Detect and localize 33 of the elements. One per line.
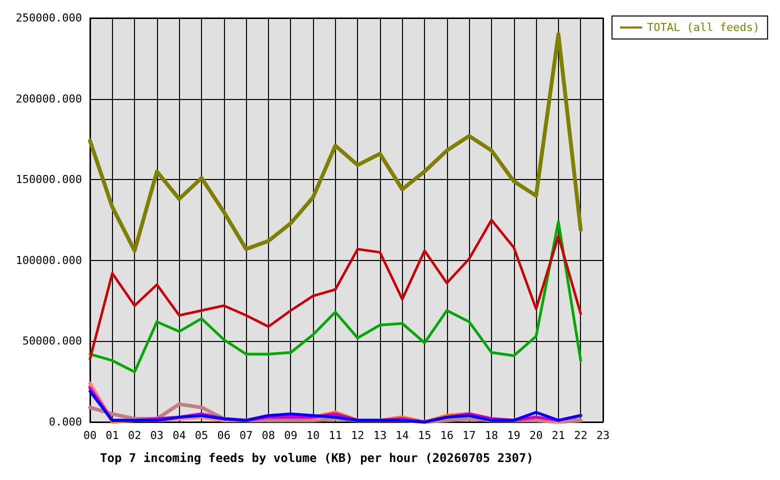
- x-tick-label: 14: [396, 429, 410, 442]
- x-tick-label: 16: [440, 429, 454, 442]
- x-tick-label: 17: [462, 429, 476, 442]
- y-tick-label: 250000.000: [16, 12, 82, 24]
- x-tick-label: 13: [373, 429, 387, 442]
- x-tick-label: 03: [150, 429, 164, 442]
- x-tick-label: 18: [484, 429, 498, 442]
- x-tick-label: 05: [194, 429, 208, 442]
- x-tick-label: 09: [284, 429, 298, 442]
- x-tick-label: 12: [351, 429, 364, 442]
- y-tick-label: 150000.000: [16, 173, 82, 186]
- x-tick-label: 01: [106, 429, 119, 442]
- x-tick-label: 08: [262, 429, 276, 442]
- y-tick-label: 100000.000: [16, 254, 82, 267]
- y-tick-label: 200000.000: [16, 92, 82, 106]
- x-tick-label: 00: [83, 429, 97, 442]
- x-tick-label: 06: [217, 429, 230, 442]
- x-axis-title: Top 7 incoming feeds by volume (KB) per hour (20260705 2307): [100, 451, 534, 465]
- y-tick-label: 50000.000: [22, 334, 82, 348]
- x-tick-label: 21: [552, 429, 566, 442]
- y-tick-label: 0.000: [48, 416, 82, 428]
- x-tick-label: 07: [240, 429, 253, 442]
- x-tick-label: 04: [172, 429, 186, 442]
- x-tick-label: 22: [574, 429, 588, 442]
- x-tick-label: 20: [529, 429, 543, 442]
- x-tick-label: 11: [328, 429, 342, 442]
- x-tick-label: 02: [128, 429, 142, 442]
- x-tick-label: 15: [418, 429, 432, 442]
- x-tick-label: 19: [507, 429, 520, 442]
- x-tick-label: 23: [596, 429, 610, 442]
- legend-label: TOTAL (all feeds): [647, 21, 760, 34]
- x-tick-label: 10: [306, 429, 320, 442]
- line-series: [88, 32, 583, 253]
